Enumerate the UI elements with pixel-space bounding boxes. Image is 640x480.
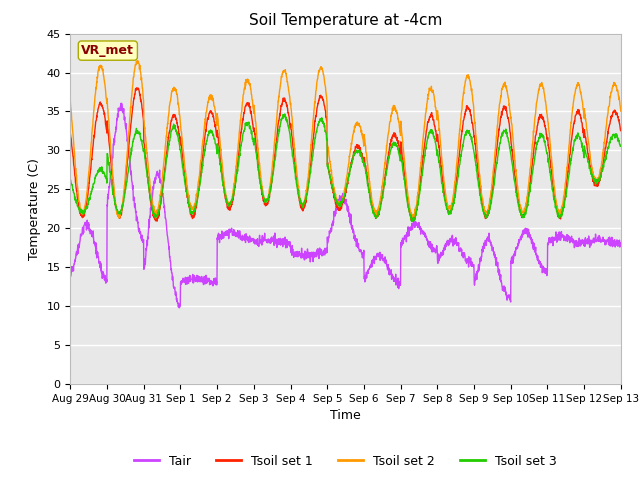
Tair xyxy=(362,273,370,278)
Text: VR_met: VR_met xyxy=(81,44,134,57)
Tsoil set 1 xyxy=(569,129,577,135)
Tsoil set 2 xyxy=(67,99,74,105)
Tsoil set 1 xyxy=(220,185,228,191)
Tair xyxy=(67,273,74,278)
Tsoil set 1 xyxy=(584,151,592,156)
Tsoil set 2 xyxy=(115,215,123,221)
Title: Soil Temperature at -4cm: Soil Temperature at -4cm xyxy=(249,13,442,28)
Tsoil set 1 xyxy=(362,163,369,168)
Line: Tsoil set 3: Tsoil set 3 xyxy=(70,114,621,221)
Tsoil set 2 xyxy=(362,149,370,155)
X-axis label: Time: Time xyxy=(330,409,361,422)
Tsoil set 3 xyxy=(569,145,577,151)
Tsoil set 2 xyxy=(617,108,625,114)
Tair xyxy=(506,297,514,302)
Legend: Tair, Tsoil set 1, Tsoil set 2, Tsoil set 3: Tair, Tsoil set 1, Tsoil set 2, Tsoil se… xyxy=(129,450,562,473)
Tsoil set 2 xyxy=(584,134,592,140)
Tsoil set 3 xyxy=(617,143,625,148)
Tsoil set 3 xyxy=(506,144,514,149)
Tsoil set 3 xyxy=(409,218,417,224)
Line: Tsoil set 1: Tsoil set 1 xyxy=(70,88,621,221)
Tair xyxy=(117,100,125,106)
Tsoil set 1 xyxy=(67,131,74,137)
Tair xyxy=(584,240,592,246)
Line: Tsoil set 2: Tsoil set 2 xyxy=(70,61,621,218)
Tair xyxy=(175,305,183,311)
Tsoil set 2 xyxy=(374,206,381,212)
Tsoil set 2 xyxy=(134,58,141,64)
Tsoil set 1 xyxy=(617,128,625,133)
Tair xyxy=(374,251,381,256)
Tsoil set 1 xyxy=(133,85,141,91)
Tsoil set 3 xyxy=(374,214,381,219)
Tsoil set 2 xyxy=(221,183,228,189)
Tsoil set 1 xyxy=(374,214,381,219)
Tsoil set 3 xyxy=(281,111,289,117)
Tsoil set 1 xyxy=(409,218,417,224)
Tair xyxy=(569,236,577,241)
Tsoil set 3 xyxy=(67,177,74,183)
Tair xyxy=(617,240,625,245)
Y-axis label: Temperature (C): Temperature (C) xyxy=(28,158,41,260)
Tsoil set 3 xyxy=(362,168,369,174)
Tsoil set 3 xyxy=(584,159,592,165)
Tsoil set 2 xyxy=(506,108,514,114)
Tsoil set 3 xyxy=(220,185,228,191)
Line: Tair: Tair xyxy=(70,103,621,308)
Tsoil set 1 xyxy=(506,129,514,134)
Tair xyxy=(221,230,228,236)
Tsoil set 2 xyxy=(569,105,577,110)
